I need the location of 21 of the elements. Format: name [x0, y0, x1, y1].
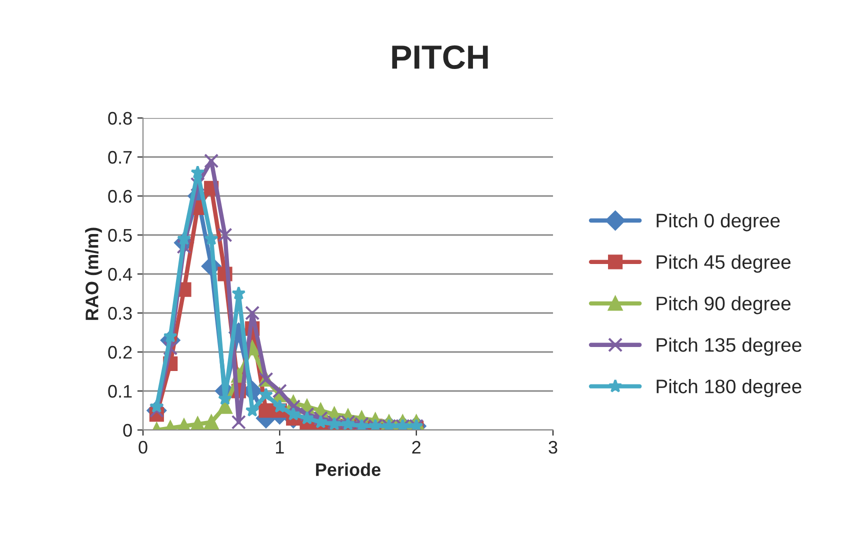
y-tick-label: 0.7 [108, 150, 132, 164]
x-tick-label: 1 [276, 441, 284, 454]
legend-label: Pitch 0 degree [656, 213, 780, 232]
y-tick-label: 0 [123, 424, 132, 437]
y-tick-label: 0.5 [108, 228, 132, 242]
y-tick-label: 0.8 [108, 112, 132, 125]
legend-label: Pitch 180 degree [656, 379, 802, 398]
y-tick-label: 0.4 [108, 268, 132, 281]
x-tick-label: 0 [138, 440, 148, 454]
legend-label: Pitch 45 degree [656, 254, 791, 273]
y-tick-label: 0.3 [108, 306, 132, 320]
legend-label: Pitch 90 degree [656, 296, 791, 314]
x-axis-title: Periode [316, 462, 380, 476]
chart-title: PITCH [392, 45, 488, 69]
legend-label: Pitch 135 degree [656, 338, 802, 356]
y-tick-label: 0.1 [108, 384, 132, 398]
y-tick-label: 0.2 [108, 346, 132, 359]
y-tick-label: 0.6 [108, 190, 132, 203]
x-tick-label: 3 [548, 440, 558, 454]
x-tick-label: 2 [412, 440, 420, 454]
y-axis-title: RAO (m/m) [85, 228, 102, 320]
